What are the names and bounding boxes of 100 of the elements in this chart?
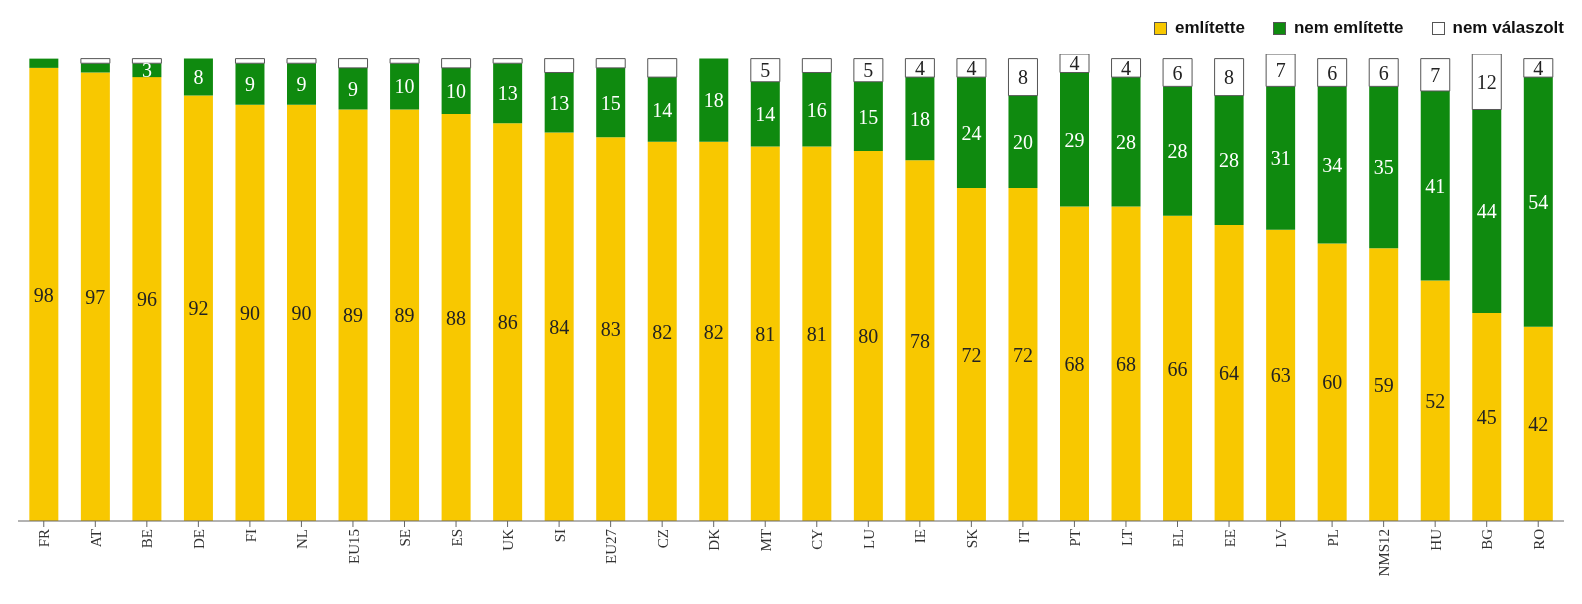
data-label: 15 (600, 91, 621, 114)
data-label: 18 (703, 89, 724, 112)
bar (338, 67, 368, 110)
data-label: 98 (33, 283, 54, 306)
bar (802, 146, 832, 521)
data-label: 81 (755, 322, 776, 345)
bar (287, 104, 316, 521)
bar (132, 77, 162, 521)
data-label: 18 (909, 107, 930, 130)
x-tick-label: DE (191, 529, 208, 549)
bar (699, 58, 729, 142)
data-label: 29 (1064, 128, 1085, 151)
bar (1214, 58, 1245, 97)
data-label: 10 (446, 80, 467, 103)
data-label: 80 (858, 325, 879, 348)
data-label: 60 (1322, 371, 1343, 394)
bar (441, 114, 471, 521)
data-label: 14 (755, 103, 776, 126)
data-label: 59 (1373, 373, 1394, 396)
bar (1472, 312, 1502, 521)
data-label: 16 (806, 98, 827, 121)
data-label: 24 (961, 121, 982, 144)
x-tick-label: BG (1479, 528, 1496, 550)
bar (1060, 206, 1089, 521)
bar (853, 81, 883, 152)
x-tick-label: EL (1170, 529, 1187, 548)
x-tick-label: SK (964, 528, 981, 549)
bar (338, 58, 369, 69)
bar (183, 58, 213, 96)
data-label: 45 (1476, 406, 1497, 429)
bar (1214, 225, 1244, 521)
data-label: 86 (497, 311, 518, 334)
bar (1472, 109, 1502, 313)
bar (1369, 86, 1399, 249)
bar (493, 123, 523, 521)
bar (956, 188, 986, 521)
x-tick-label: CZ (654, 529, 671, 549)
bar (1008, 188, 1038, 521)
x-tick-label: PL (1324, 529, 1341, 547)
x-tick-label: MT (757, 529, 774, 552)
data-label: 6 (1327, 61, 1338, 84)
legend-label: nem válaszolt (1451, 18, 1564, 38)
bar (596, 137, 626, 521)
bar (1111, 77, 1141, 207)
data-label: 12 (1476, 70, 1497, 93)
data-label: 14 (652, 98, 673, 121)
data-label: 64 (1219, 362, 1240, 385)
bar (1163, 86, 1193, 216)
data-label: 42 (1528, 413, 1549, 435)
data-label: 35 (1373, 156, 1394, 179)
data-label: 4 (1121, 56, 1132, 79)
bar (183, 95, 213, 521)
data-label: 83 (600, 318, 621, 341)
bar (493, 63, 523, 124)
data-label: 9 (296, 73, 307, 96)
data-label: 10 (394, 75, 415, 98)
x-tick-label: NL (294, 529, 311, 549)
bar (647, 58, 678, 78)
bar (1060, 72, 1089, 207)
bar (235, 104, 265, 521)
bar (1317, 243, 1347, 521)
x-tick-label: EE (1221, 529, 1238, 548)
data-label: 9 (348, 77, 359, 100)
data-label: 6 (1172, 61, 1183, 84)
data-label: 92 (188, 297, 209, 320)
data-label: 34 (1322, 154, 1343, 177)
x-tick-label: CY (809, 528, 826, 550)
bar (905, 77, 935, 161)
data-label: 88 (446, 306, 467, 329)
x-tick-label: AT (87, 529, 104, 548)
bar (1266, 229, 1296, 521)
x-tick-label: SE (397, 529, 414, 547)
bar (287, 63, 316, 105)
bar (1523, 326, 1553, 521)
bar (544, 72, 574, 133)
x-tick-label: DK (706, 528, 723, 551)
x-tick-label: UK (500, 528, 517, 551)
x-tick-label: RO (1530, 528, 1547, 550)
bar (595, 58, 626, 69)
bar (1265, 54, 1296, 87)
bar (29, 58, 59, 68)
bar (802, 72, 832, 147)
bar (234, 58, 265, 64)
bar (131, 58, 162, 64)
data-label: 96 (136, 288, 157, 311)
data-label: 84 (549, 315, 570, 338)
bar (750, 146, 780, 521)
x-tick-label: LV (1273, 528, 1290, 548)
x-tick-label: PT (1067, 529, 1084, 547)
bar (647, 141, 677, 521)
x-tick-label: HU (1427, 528, 1444, 551)
x-tick-label: EU15 (345, 529, 362, 564)
data-label: 72 (1012, 343, 1033, 366)
bar (389, 58, 420, 64)
bar (905, 160, 935, 521)
x-tick-label: LU (860, 528, 877, 549)
bar (1266, 86, 1296, 230)
bar (801, 58, 832, 73)
bar (286, 58, 317, 64)
data-label: 52 (1425, 389, 1446, 412)
